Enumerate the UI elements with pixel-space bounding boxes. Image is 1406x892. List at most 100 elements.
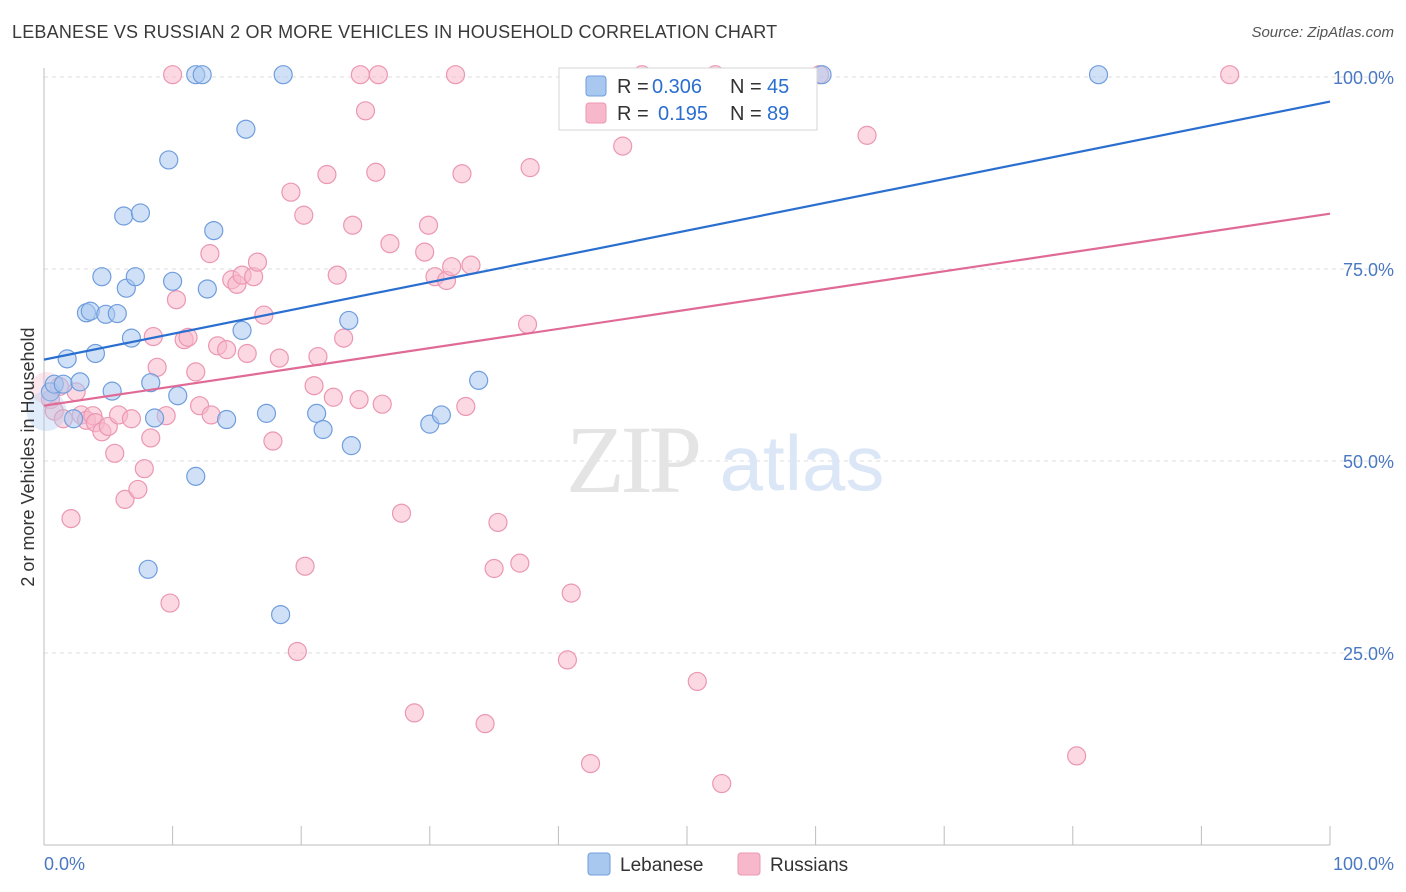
russians-point-83[interactable] xyxy=(1067,746,1087,766)
russians-point-57[interactable] xyxy=(391,503,412,523)
russians-point-25[interactable] xyxy=(178,327,198,347)
bottom-legend-label-russians[interactable]: Russians xyxy=(770,855,848,876)
russians-point-40[interactable] xyxy=(269,348,289,368)
lebanese-point-27[interactable] xyxy=(197,279,217,299)
lebanese-point-34[interactable] xyxy=(273,65,293,85)
russians-point-87[interactable] xyxy=(368,65,388,85)
russians-point-48[interactable] xyxy=(323,387,343,407)
lebanese-point-26[interactable] xyxy=(192,65,212,85)
russians-point-44[interactable] xyxy=(294,205,314,225)
lebanese-point-36[interactable] xyxy=(313,419,333,440)
russians-point-82[interactable] xyxy=(857,125,877,145)
legend-r-label-lebanese: R = xyxy=(617,76,649,98)
russians-point-65[interactable] xyxy=(452,164,472,184)
russians-point-4[interactable] xyxy=(61,508,81,529)
russians-point-43[interactable] xyxy=(295,556,315,576)
lebanese-point-24[interactable] xyxy=(186,466,206,486)
russians-point-73[interactable] xyxy=(517,314,538,334)
russians-point-59[interactable] xyxy=(415,242,435,262)
russians-point-17[interactable] xyxy=(134,459,154,479)
russians-point-47[interactable] xyxy=(317,164,337,185)
russians-point-80[interactable] xyxy=(712,773,732,794)
bottom-legend-swatch-lebanese[interactable] xyxy=(587,852,611,876)
russians-point-66[interactable] xyxy=(456,396,476,417)
russians-point-64[interactable] xyxy=(445,65,466,85)
russians-point-63[interactable] xyxy=(442,257,462,277)
russians-point-45[interactable] xyxy=(304,376,324,396)
bottom-legend-swatch-russians[interactable] xyxy=(737,852,761,876)
lebanese-point-12[interactable] xyxy=(107,303,127,324)
lebanese-point-4[interactable] xyxy=(63,409,84,429)
russians-point-12[interactable] xyxy=(105,443,125,463)
russians-point-88[interactable] xyxy=(613,136,633,156)
russians-point-26[interactable] xyxy=(186,362,206,382)
lebanese-point-7[interactable] xyxy=(80,301,100,321)
russians-point-78[interactable] xyxy=(687,671,707,692)
lebanese-point-29[interactable] xyxy=(217,409,237,430)
russians-point-52[interactable] xyxy=(349,389,369,410)
russians-point-42[interactable] xyxy=(287,641,307,662)
lebanese-point-30[interactable] xyxy=(232,320,252,341)
lebanese-point-31[interactable] xyxy=(236,119,256,139)
russians-point-54[interactable] xyxy=(366,162,386,182)
lebanese-point-18[interactable] xyxy=(138,559,158,579)
lebanese-point-17[interactable] xyxy=(130,203,151,223)
russians-point-37[interactable] xyxy=(247,252,268,272)
russians-point-74[interactable] xyxy=(557,650,578,670)
lebanese-point-33[interactable] xyxy=(271,604,291,625)
lebanese-point-16[interactable] xyxy=(125,267,145,287)
russians-point-69[interactable] xyxy=(484,558,504,579)
russians-point-85[interactable] xyxy=(163,65,183,85)
russians-point-67[interactable] xyxy=(461,255,481,275)
russians-point-58[interactable] xyxy=(404,703,424,723)
lebanese-point-5[interactable] xyxy=(70,372,90,392)
lebanese-point-37[interactable] xyxy=(339,310,359,331)
lebanese-point-35[interactable] xyxy=(307,403,327,423)
lebanese-point-23[interactable] xyxy=(168,386,188,406)
russians-point-75[interactable] xyxy=(561,583,581,603)
russians-point-71[interactable] xyxy=(510,553,530,573)
lebanese-point-3[interactable] xyxy=(57,349,77,369)
lebanese-point-21[interactable] xyxy=(159,150,179,170)
russians-point-68[interactable] xyxy=(475,714,495,734)
lebanese-point-43[interactable] xyxy=(1088,65,1109,85)
russians-point-18[interactable] xyxy=(141,428,161,448)
russians-point-15[interactable] xyxy=(121,409,142,429)
russians-point-55[interactable] xyxy=(372,394,392,414)
lebanese-point-2[interactable] xyxy=(53,374,73,394)
lebanese-point-41[interactable] xyxy=(469,370,489,390)
russians-point-70[interactable] xyxy=(488,512,508,533)
lebanese-point-13[interactable] xyxy=(114,206,134,226)
russians-point-35[interactable] xyxy=(237,343,257,364)
lebanese-point-22[interactable] xyxy=(163,271,183,291)
russians-point-31[interactable] xyxy=(217,340,237,360)
lebanese-point-32[interactable] xyxy=(256,403,277,423)
russians-point-53[interactable] xyxy=(355,101,376,121)
lebanese-point-28[interactable] xyxy=(204,221,224,241)
russians-point-76[interactable] xyxy=(580,753,601,774)
russians-point-14[interactable] xyxy=(115,489,135,509)
russians-point-41[interactable] xyxy=(281,182,301,202)
russians-point-39[interactable] xyxy=(263,431,283,451)
y-tick-label-100: 100.0% xyxy=(1333,68,1394,88)
lebanese-point-40[interactable] xyxy=(431,405,451,425)
lebanese-point-38[interactable] xyxy=(341,436,361,456)
russians-point-72[interactable] xyxy=(520,158,540,178)
bottom-legend-label-lebanese[interactable]: Lebanese xyxy=(620,855,703,876)
russians-point-49[interactable] xyxy=(327,265,347,285)
russians-point-22[interactable] xyxy=(160,593,180,613)
russians-point-51[interactable] xyxy=(343,215,363,235)
russians-point-84[interactable] xyxy=(1220,65,1240,85)
lebanese-point-9[interactable] xyxy=(92,267,112,287)
lebanese-point-20[interactable] xyxy=(144,408,165,428)
russians-point-23[interactable] xyxy=(166,290,187,310)
russians-point-28[interactable] xyxy=(200,244,220,264)
russians-point-16[interactable] xyxy=(128,479,148,500)
legend-n-value-lebanese: 45 xyxy=(767,76,789,98)
russians-point-86[interactable] xyxy=(350,65,370,85)
russians-point-56[interactable] xyxy=(380,234,400,254)
y-tick-label-50: 50.0% xyxy=(1343,452,1394,472)
russians-point-60[interactable] xyxy=(418,215,439,235)
russians-point-50[interactable] xyxy=(334,328,354,348)
lebanese-point-19[interactable] xyxy=(141,373,161,393)
